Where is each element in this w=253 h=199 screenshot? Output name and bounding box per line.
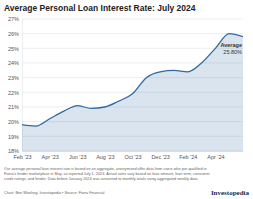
tick-label: Oct '23: [124, 154, 141, 160]
tick: 26%: [8, 31, 22, 37]
tick: Aug '23: [96, 151, 114, 160]
tick-label: Apr '23: [41, 154, 58, 160]
tick: Feb '24: [179, 151, 197, 160]
tick: Apr '24: [207, 151, 224, 160]
tick-label: 26%: [8, 31, 19, 37]
tick-label: Dec '23: [151, 154, 169, 160]
tick-label: 25%: [8, 46, 19, 52]
annotation-label: 25.80%: [223, 49, 242, 55]
tick: Dec '23: [151, 151, 169, 160]
tick-label: 21%: [8, 104, 19, 110]
grid-line: [22, 48, 243, 49]
caption: Our average personal loan interest rate …: [4, 167, 207, 171]
caption: Fiona's lender marketplace in May, as re…: [4, 172, 211, 176]
tick: 21%: [8, 104, 22, 110]
area: [22, 34, 243, 151]
line: [22, 34, 243, 126]
tick: 22%: [8, 90, 22, 96]
tick: Oct '23: [124, 151, 141, 160]
tick: Feb '23: [13, 151, 31, 160]
tick-label: 23%: [8, 75, 19, 81]
tick: 25%: [8, 46, 22, 52]
tick: 19%: [8, 134, 22, 140]
annotation: Average25.80%: [220, 42, 242, 55]
tick: 24%: [8, 60, 22, 66]
caption: credit ratings, and lender. Data before …: [4, 177, 198, 181]
tick-label: 27%: [8, 16, 19, 22]
tick-label: 22%: [8, 90, 19, 96]
grid-line: [22, 33, 243, 34]
tick: 23%: [8, 75, 22, 81]
tick: 20%: [8, 119, 22, 125]
tick: Jun '23: [69, 151, 87, 160]
x-axis: Feb '23 Apr '23 Jun '23 Aug '23 Oct '23 Dec '…: [13, 151, 243, 160]
y-axis: 18%19%20%21%22%23%24%25%26%27%: [8, 16, 23, 154]
plot: 18%19%20%21%22%23%24%25%26%27%Feb '23Apr…: [8, 16, 244, 160]
grid-line: [22, 19, 243, 20]
grid: [22, 19, 243, 151]
tick: 27%: [8, 16, 22, 22]
logo: Investopedia: [211, 189, 250, 197]
source: Chart: Ben Woolsey, Investopedia • Sourc…: [4, 191, 105, 195]
marks: [22, 34, 243, 151]
tick-label: Feb '24: [179, 154, 197, 160]
tick-label: 20%: [8, 119, 19, 125]
tick-label: 24%: [8, 60, 19, 66]
tick-label: Feb '23: [13, 154, 31, 160]
axis-line: [23, 151, 244, 152]
tick-label: Apr '24: [207, 154, 224, 160]
tick-label: Jun '23: [69, 154, 87, 160]
tick: Apr '23: [41, 151, 58, 160]
tick-label: Aug '23: [96, 154, 114, 160]
title: Average Personal Loan Interest Rate: Jul…: [4, 3, 196, 13]
annotation-text: Average: [220, 42, 242, 48]
chart: Average Personal Loan Interest Rate: Jul…: [0, 0, 253, 199]
tick-label: 19%: [8, 134, 19, 140]
